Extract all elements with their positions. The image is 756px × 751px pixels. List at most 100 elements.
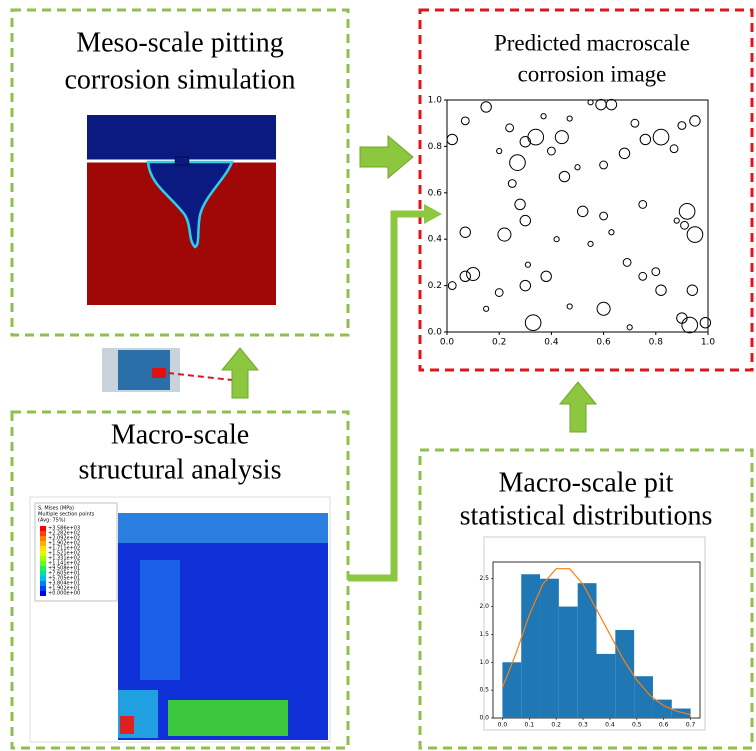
x-tick-label: 0.0 — [498, 722, 508, 729]
y-tick-label: 0.5 — [479, 687, 489, 694]
legend-swatch — [40, 566, 46, 571]
panel-title: Macro-scale — [111, 419, 249, 450]
pit — [520, 280, 530, 290]
pit — [639, 272, 647, 280]
bar — [559, 607, 578, 718]
pit — [639, 200, 647, 208]
pit — [623, 258, 631, 266]
pit — [460, 271, 470, 281]
model-thumbnail — [102, 348, 232, 392]
pit — [652, 268, 660, 276]
arrow-up — [222, 348, 258, 398]
legend-header: (Avg: 75%) — [38, 518, 66, 524]
y-tick-label: 0.0 — [428, 328, 443, 338]
legend-swatch — [40, 551, 46, 556]
x-tick-label: 0.8 — [649, 338, 664, 348]
x-tick-label: 0.2 — [551, 722, 561, 729]
bar — [653, 700, 672, 718]
y-tick-label: 0.8 — [428, 142, 443, 152]
panel-title: Meso-scale pitting — [76, 27, 284, 58]
pit — [597, 302, 610, 315]
pit — [588, 241, 593, 246]
panel-title: corrosion image — [518, 61, 667, 86]
legend-swatch — [40, 571, 46, 576]
panel-title: Macro-scale pit — [499, 467, 674, 498]
legend-swatch — [40, 541, 46, 546]
y-tick-label: 1.0 — [428, 96, 443, 106]
x-tick-label: 0.5 — [632, 722, 642, 729]
bar — [634, 676, 653, 718]
pit — [555, 131, 568, 144]
pit — [687, 285, 697, 295]
x-tick-label: 0.1 — [525, 722, 535, 729]
y-tick-label: 0.6 — [428, 188, 443, 198]
panel-title: structural analysis — [79, 454, 282, 485]
y-tick-label: 1.0 — [479, 659, 489, 666]
y-tick-label: 0.4 — [428, 235, 443, 245]
legend-swatch — [40, 531, 46, 536]
pit — [528, 129, 544, 145]
pit — [609, 230, 614, 235]
pit — [631, 119, 639, 127]
pit — [619, 148, 629, 158]
legend-swatch — [40, 581, 46, 586]
legend-swatch — [40, 586, 46, 591]
pit — [481, 102, 491, 112]
legend-swatch — [40, 591, 46, 596]
pit — [606, 99, 616, 109]
pit — [559, 171, 569, 181]
pit — [627, 325, 632, 330]
legend-swatch — [40, 561, 46, 566]
pit — [498, 228, 511, 241]
pit — [448, 282, 456, 290]
pit — [700, 318, 710, 328]
pit — [596, 99, 606, 109]
pit — [578, 206, 588, 216]
connector — [348, 214, 428, 578]
y-tick-label: 0.2 — [428, 281, 442, 291]
pit — [600, 161, 608, 169]
panel-title: Predicted macroscale — [494, 30, 690, 55]
x-tick-label: 0.6 — [596, 338, 611, 348]
x-tick-label: 0.7 — [686, 722, 696, 729]
bar — [597, 654, 616, 718]
pit — [495, 289, 503, 297]
x-tick-label: 0.0 — [440, 338, 455, 348]
pit — [484, 306, 489, 311]
pit — [653, 129, 669, 145]
pit — [679, 204, 695, 220]
pit — [541, 114, 546, 119]
pit — [447, 134, 457, 144]
diagram: Meso-scale pitting corrosion simulation … — [0, 0, 756, 751]
pit — [575, 165, 580, 170]
pit — [497, 148, 502, 153]
x-tick-label: 0.3 — [578, 722, 588, 729]
pit — [600, 212, 608, 220]
pit — [674, 218, 679, 223]
pit — [547, 147, 555, 155]
legend-swatch — [40, 526, 46, 531]
x-tick-label: 0.4 — [605, 722, 615, 729]
legend-value: +0.000e+00 — [48, 591, 80, 597]
y-tick-label: 1.5 — [479, 631, 489, 638]
x-tick-label: 0.4 — [544, 338, 559, 348]
pit — [687, 227, 703, 243]
legend-swatch — [40, 536, 46, 541]
pit — [690, 116, 700, 126]
arrow-up — [560, 382, 596, 432]
legend-swatch — [40, 546, 46, 551]
pit — [525, 315, 541, 331]
panel-title: statistical distributions — [460, 500, 713, 531]
panel-title: corrosion simulation — [65, 64, 296, 95]
pit — [510, 155, 526, 171]
y-tick-label: 2.5 — [479, 575, 489, 582]
pit — [681, 221, 689, 229]
legend-swatch — [40, 576, 46, 581]
pit — [640, 134, 650, 144]
pit — [541, 271, 551, 281]
pit — [567, 116, 572, 121]
pit — [520, 215, 530, 225]
pit — [508, 180, 516, 188]
x-tick-label: 0.6 — [659, 722, 669, 729]
arrow-head — [424, 204, 442, 224]
